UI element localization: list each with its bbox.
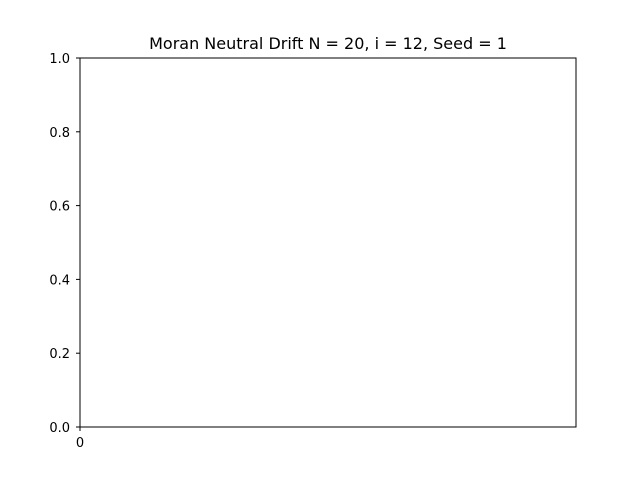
plot-area bbox=[79, 57, 577, 428]
x-axis: 0 bbox=[76, 427, 84, 451]
chart-title: Moran Neutral Drift N = 20, i = 12, Seed… bbox=[149, 34, 507, 53]
y-tick-label: 0.6 bbox=[49, 200, 70, 215]
y-tick-label: 0.8 bbox=[49, 126, 70, 141]
y-tick-label: 0.4 bbox=[49, 273, 70, 288]
y-tick-label: 1.0 bbox=[49, 52, 70, 67]
axes-frame bbox=[79, 57, 577, 428]
y-tick-label: 0.2 bbox=[49, 347, 70, 362]
x-tick-label: 0 bbox=[76, 436, 84, 451]
y-tick-label: 0.0 bbox=[49, 421, 70, 436]
y-axis: 0.0 0.2 0.4 0.6 0.8 1.0 bbox=[49, 52, 80, 436]
